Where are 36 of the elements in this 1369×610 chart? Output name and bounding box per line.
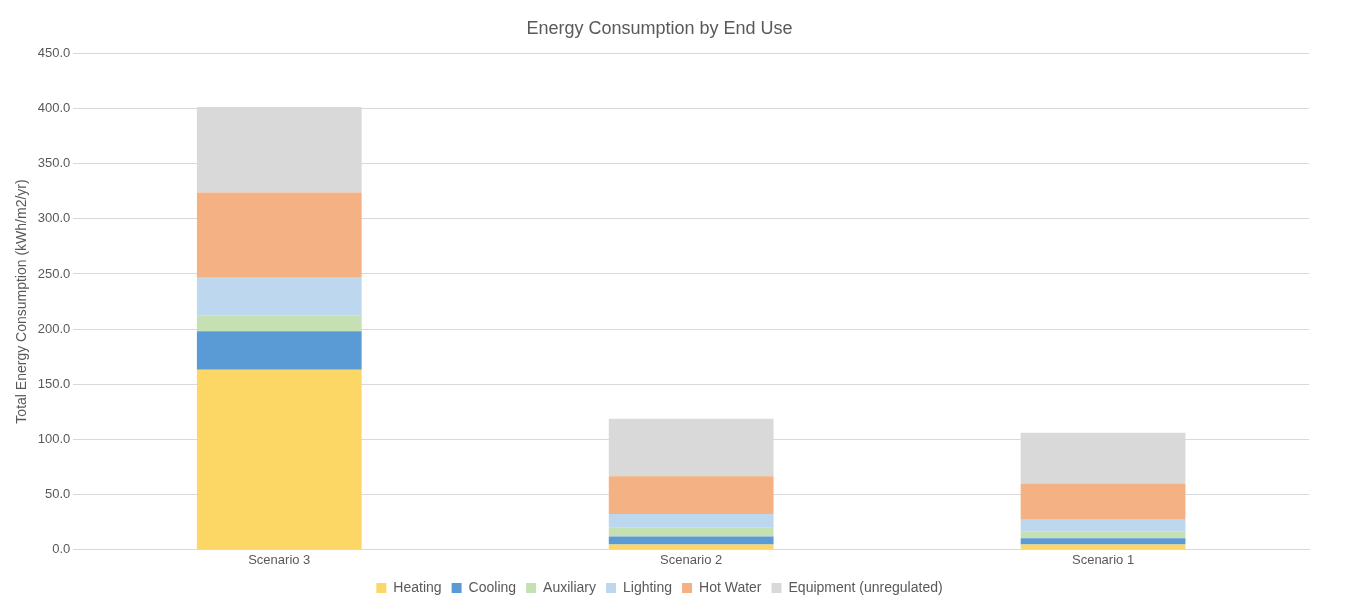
y-tick-label: 400.0 xyxy=(37,100,71,116)
legend-label: Auxiliary xyxy=(543,578,596,595)
legend-label: Heating xyxy=(393,578,442,595)
legend-label: Lighting xyxy=(623,578,673,595)
y-tick-label: 200.0 xyxy=(37,320,71,336)
y-tick-label: 350.0 xyxy=(37,155,71,171)
chart-title: Energy Consumption by End Use xyxy=(526,17,793,38)
y-tick-label: 50.0 xyxy=(45,485,71,501)
y-tick-label: 300.0 xyxy=(37,210,71,226)
bar xyxy=(196,331,362,370)
y-tick-label: 250.0 xyxy=(37,265,71,281)
bar xyxy=(608,536,774,545)
y-tick-label: 450.0 xyxy=(37,45,71,61)
legend-label: Equipment (unregulated) xyxy=(788,578,943,595)
bar xyxy=(196,315,362,332)
legend-label: Cooling xyxy=(468,578,517,595)
bar xyxy=(608,514,774,528)
bar xyxy=(196,192,362,278)
y-axis-title: Total Energy Consumption (kWh/m2/yr) xyxy=(13,179,30,424)
y-tick-label: 0.0 xyxy=(52,540,71,556)
y-tick-label: 150.0 xyxy=(37,375,71,391)
bar xyxy=(608,544,774,549)
legend-label: Hot Water xyxy=(699,578,762,595)
bar xyxy=(1020,519,1186,532)
bar xyxy=(1020,538,1186,545)
x-tick-label: Scenario 3 xyxy=(248,551,311,567)
bar xyxy=(196,369,362,549)
x-tick-label: Scenario 1 xyxy=(1071,551,1135,567)
bar xyxy=(1020,483,1186,520)
x-tick-label: Scenario 2 xyxy=(660,551,723,567)
bar xyxy=(608,527,774,537)
bar xyxy=(196,277,362,316)
bar xyxy=(1020,544,1186,549)
y-tick-label: 100.0 xyxy=(37,430,71,446)
bar xyxy=(608,476,774,515)
bar xyxy=(1020,531,1186,539)
